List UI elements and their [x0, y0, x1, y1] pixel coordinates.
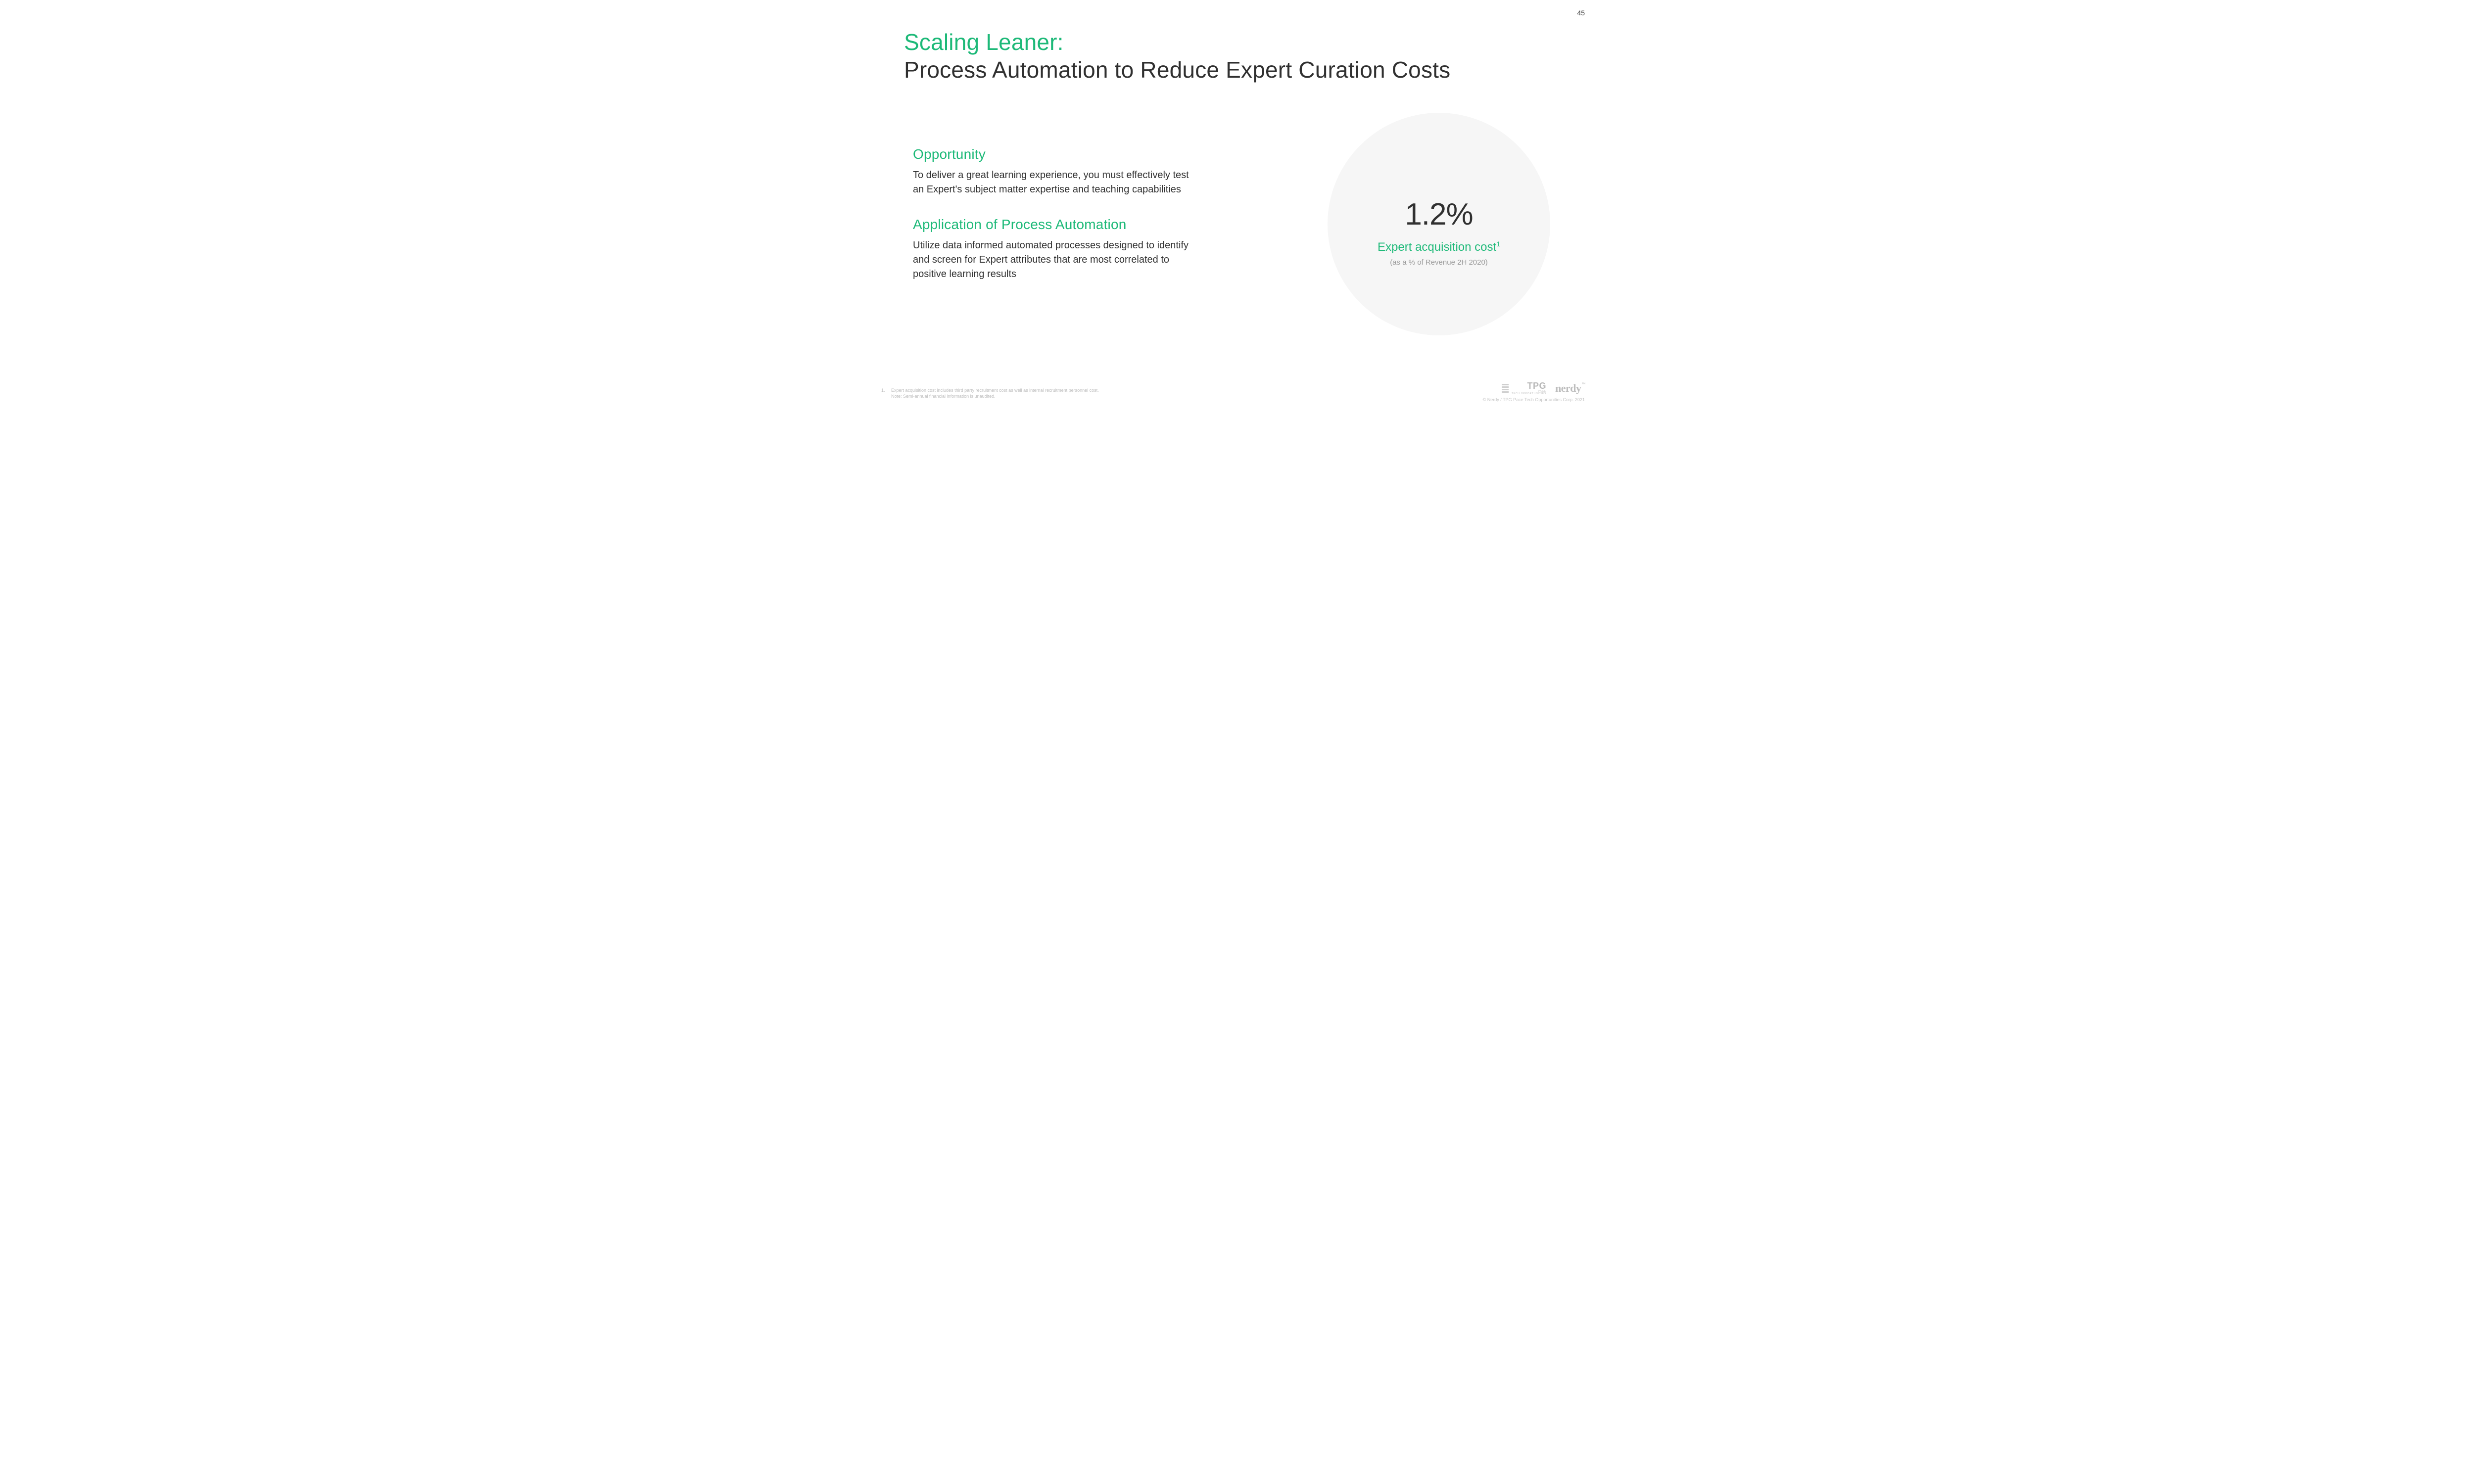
logo-row: TPG PACE TECH OPPORTUNITIES nerdy — [1483, 381, 1585, 395]
footnote-text-2: Note: Semi-annual financial information … — [891, 393, 996, 399]
tpg-main-text: TPG — [1512, 381, 1546, 390]
section-heading: Application of Process Automation — [913, 217, 1190, 232]
footnotes: 1. Expert acquisition cost includes thir… — [881, 387, 1099, 399]
stat-circle: 1.2% Expert acquisition cost1 (as a % of… — [1328, 113, 1550, 335]
footer-right: TPG PACE TECH OPPORTUNITIES nerdy © Nerd… — [1483, 381, 1585, 402]
tpg-logo: TPG PACE TECH OPPORTUNITIES — [1502, 381, 1546, 395]
title-block: Scaling Leaner: Process Automation to Re… — [904, 30, 1570, 83]
section-heading: Opportunity — [913, 146, 1190, 162]
stat-sublabel: (as a % of Revenue 2H 2020) — [1390, 258, 1488, 267]
page-number: 45 — [1577, 9, 1585, 17]
nerdy-logo: nerdy — [1555, 382, 1585, 395]
footnote-number: 1. — [881, 387, 886, 393]
section-opportunity: Opportunity To deliver a great learning … — [913, 146, 1190, 197]
stat-value: 1.2% — [1405, 197, 1473, 232]
title-line-2: Process Automation to Reduce Expert Cura… — [904, 57, 1570, 83]
section-application: Application of Process Automation Utiliz… — [913, 217, 1190, 281]
stat-circle-wrap: 1.2% Expert acquisition cost1 (as a % of… — [1328, 113, 1550, 335]
tpg-sub2-text: TECH OPPORTUNITIES — [1512, 393, 1546, 395]
title-line-1: Scaling Leaner: — [904, 30, 1570, 55]
stat-label: Expert acquisition cost1 — [1378, 240, 1500, 254]
tpg-text: TPG PACE TECH OPPORTUNITIES — [1512, 381, 1546, 395]
body-left-column: Opportunity To deliver a great learning … — [913, 146, 1190, 281]
footnote-text-1: Expert acquisition cost includes third p… — [891, 387, 1099, 393]
stat-label-sup: 1 — [1496, 240, 1500, 248]
footnote-number-blank — [881, 393, 886, 399]
section-body: To deliver a great learning experience, … — [913, 168, 1190, 197]
slide: 45 Scaling Leaner: Process Automation to… — [874, 0, 1600, 408]
footnote-row: 1. Expert acquisition cost includes thir… — [881, 387, 1099, 393]
tpg-bars-icon — [1502, 384, 1509, 393]
footnote-row: Note: Semi-annual financial information … — [881, 393, 1099, 399]
stat-label-text: Expert acquisition cost — [1378, 240, 1496, 254]
copyright: © Nerdy / TPG Pace Tech Opportunities Co… — [1483, 397, 1585, 402]
section-body: Utilize data informed automated processe… — [913, 238, 1190, 281]
